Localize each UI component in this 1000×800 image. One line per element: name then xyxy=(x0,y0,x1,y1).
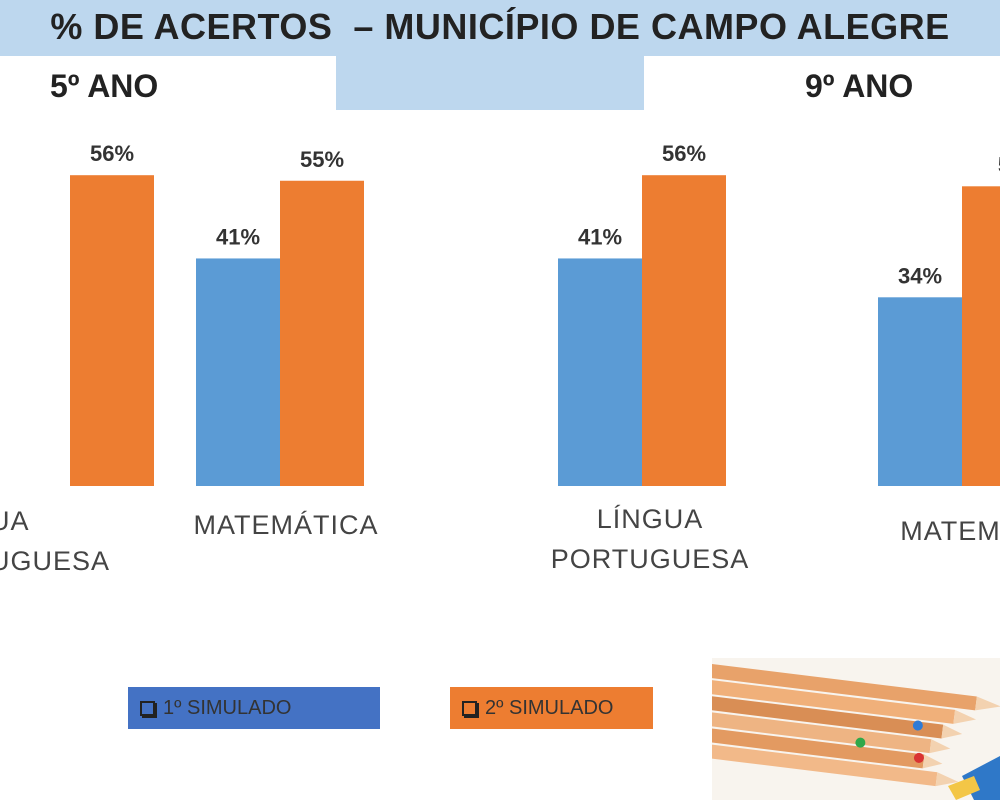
category-label-3: PORTUGUESA xyxy=(551,544,750,574)
data-label-2-1: 56% xyxy=(90,141,134,166)
title-tab xyxy=(336,56,644,110)
checkbox-icon xyxy=(462,700,477,716)
legend-label-1: 1º SIMULADO xyxy=(163,696,292,719)
title-band xyxy=(0,0,1000,56)
chart-title: % DE ACERTOS – MUNICÍPIO DE CAMPO ALEGRE xyxy=(50,6,950,47)
category-label-3: LÍNGUA xyxy=(597,504,704,534)
data-label-2-3: 56% xyxy=(662,141,706,166)
data-label-2-2: 55% xyxy=(300,147,344,172)
bar-1-3 xyxy=(558,258,642,486)
category-label-2: MATEMÁTICA xyxy=(194,510,379,540)
data-label-1-4: 34% xyxy=(898,263,942,288)
data-label-2-4: 5 xyxy=(998,152,1000,177)
data-label-1-3: 41% xyxy=(578,224,622,249)
bar-2-4 xyxy=(962,186,1000,487)
bar-1-4 xyxy=(878,297,962,486)
legend-item-1-simulado: 1º SIMULADO xyxy=(128,687,380,729)
checkbox-icon xyxy=(140,700,155,716)
category-label-4: MATEMÁ xyxy=(900,516,1000,546)
bar-2-2 xyxy=(280,180,364,486)
legend-item-2-simulado: 2º SIMULADO xyxy=(450,687,653,729)
bar-2-3 xyxy=(642,175,726,486)
colored-pencils-image xyxy=(712,658,1000,800)
bar-2-1 xyxy=(70,175,154,486)
legend-label-2: 2º SIMULADO xyxy=(485,696,614,719)
group-label-5-ano: 5º ANO xyxy=(50,68,159,104)
category-label-1: UA xyxy=(0,506,30,536)
category-label-1: UGUESA xyxy=(0,546,110,576)
data-label-1-2: 41% xyxy=(216,224,260,249)
group-label-9-ano: 9º ANO xyxy=(805,68,914,104)
bar-1-2 xyxy=(196,258,280,486)
